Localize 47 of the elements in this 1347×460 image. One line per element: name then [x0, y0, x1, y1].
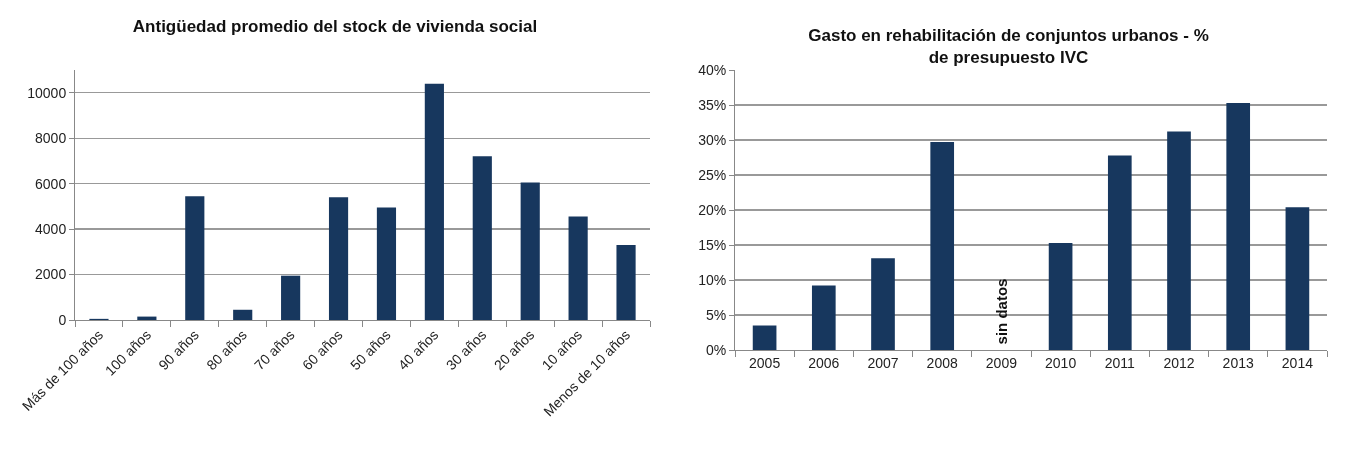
- y-tick-label: 8000: [35, 130, 67, 147]
- y-tick-label: 15%: [698, 236, 727, 253]
- y-tick-label: 0: [58, 311, 67, 328]
- y-tick-label: 2000: [35, 266, 67, 283]
- x-tick-label: 2007: [867, 354, 899, 371]
- x-tick-label: 2010: [1045, 354, 1077, 371]
- bar: [1285, 207, 1310, 350]
- bar: [1048, 242, 1073, 350]
- y-tick-label: 0%: [705, 341, 727, 358]
- bar: [328, 197, 349, 320]
- x-tick-label: 2012: [1163, 354, 1195, 371]
- y-tick-label: 35%: [698, 96, 727, 113]
- bar: [520, 182, 540, 320]
- bar: [1167, 131, 1191, 350]
- bar: [281, 275, 301, 320]
- y-tick-label: 20%: [698, 201, 727, 218]
- x-tick-label: 2011: [1104, 354, 1136, 371]
- bar: [1107, 155, 1132, 350]
- x-tick-label: 2005: [749, 354, 781, 371]
- y-tick-label: 5%: [705, 306, 727, 323]
- bar: [233, 309, 253, 320]
- y-tick-label: 6000: [35, 175, 67, 192]
- bar: [871, 258, 895, 350]
- bar: [1226, 102, 1251, 350]
- chart-title: Gasto en rehabilitación de conjuntos urbanos - % de presupuesto IVC: [808, 25, 1209, 67]
- x-tick-label: 2014: [1281, 354, 1314, 371]
- bar: [472, 156, 492, 320]
- y-tick-label: 10%: [698, 271, 727, 288]
- bar: [376, 207, 397, 320]
- y-tick-label: 40%: [698, 61, 727, 78]
- bar: [811, 285, 836, 350]
- x-tick-label: 2008: [926, 354, 958, 371]
- y-tick-label: 30%: [698, 131, 727, 148]
- bar: [568, 216, 588, 320]
- bar: [616, 245, 636, 320]
- x-tick-label: 2013: [1222, 354, 1254, 371]
- y-tick-label: 10000: [27, 84, 67, 101]
- x-tick-label: 2006: [808, 354, 840, 371]
- bar: [752, 325, 777, 350]
- chart-title: Antigüedad promedio del stock de vivienda social: [132, 17, 538, 37]
- y-tick-label: 25%: [698, 166, 727, 183]
- bar: [930, 142, 955, 350]
- bar: [185, 196, 205, 320]
- bar: [424, 83, 444, 320]
- y-tick-label: 4000: [35, 220, 67, 237]
- annotation: sin datos: [993, 278, 1011, 345]
- x-tick-label: 2009: [985, 354, 1018, 371]
